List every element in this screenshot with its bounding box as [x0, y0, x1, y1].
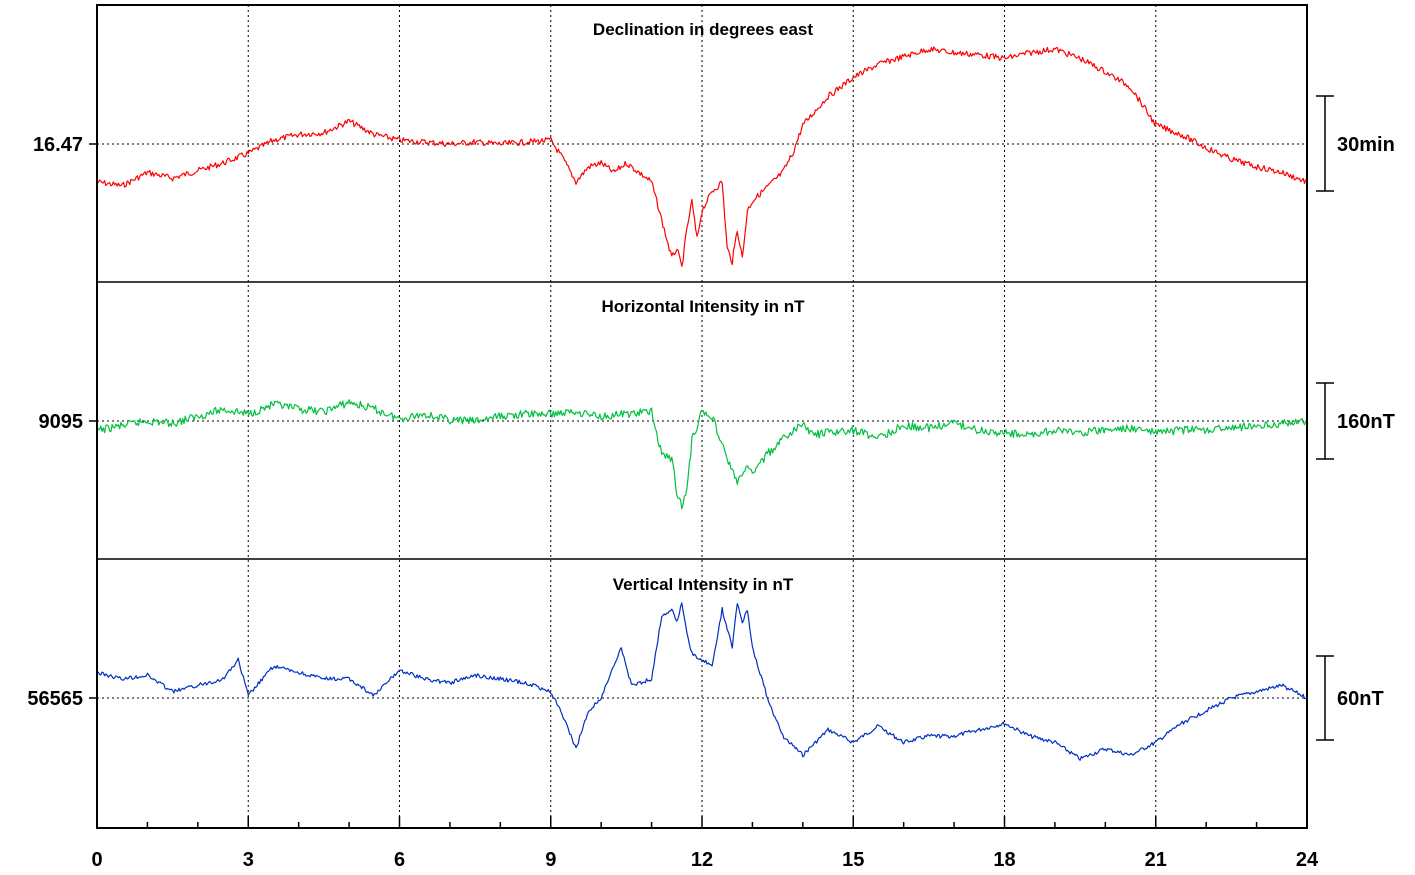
panel-title-horizontal: Horizontal Intensity in nT	[601, 297, 805, 316]
horizontal-intensity-trace	[96, 399, 1308, 510]
scale-label-horizontal: 160nT	[1337, 411, 1395, 433]
grid-layer	[89, 5, 1307, 828]
scale-label-vertical: 60nT	[1337, 688, 1384, 710]
label-layer: Declination in degrees east Horizontal I…	[27, 20, 1394, 710]
trace-layer	[96, 46, 1308, 761]
x-tick-label: 3	[243, 849, 254, 871]
x-tick-label: 12	[691, 849, 713, 871]
x-tick-label: 0	[91, 849, 102, 871]
x-tick-label: 18	[993, 849, 1015, 871]
baseline-label-vertical: 56565	[27, 688, 83, 710]
panel-title-declination: Declination in degrees east	[593, 20, 813, 39]
baseline-label-declination: 16.47	[33, 134, 83, 156]
panel-title-vertical: Vertical Intensity in nT	[613, 575, 794, 594]
x-tick-label: 21	[1145, 849, 1167, 871]
declination-trace	[96, 46, 1308, 267]
x-axis: 0 3 6 9 12 15 18 21 24	[91, 816, 1319, 871]
vertical-intensity-trace	[96, 602, 1308, 761]
x-tick-label: 9	[545, 849, 556, 871]
x-tick-label: 15	[842, 849, 864, 871]
scale-label-declination: 30min	[1337, 134, 1395, 156]
baseline-label-horizontal: 9095	[39, 411, 84, 433]
scale-bars	[1316, 95, 1334, 741]
x-tick-label: 24	[1296, 849, 1319, 871]
x-tick-label: 6	[394, 849, 405, 871]
